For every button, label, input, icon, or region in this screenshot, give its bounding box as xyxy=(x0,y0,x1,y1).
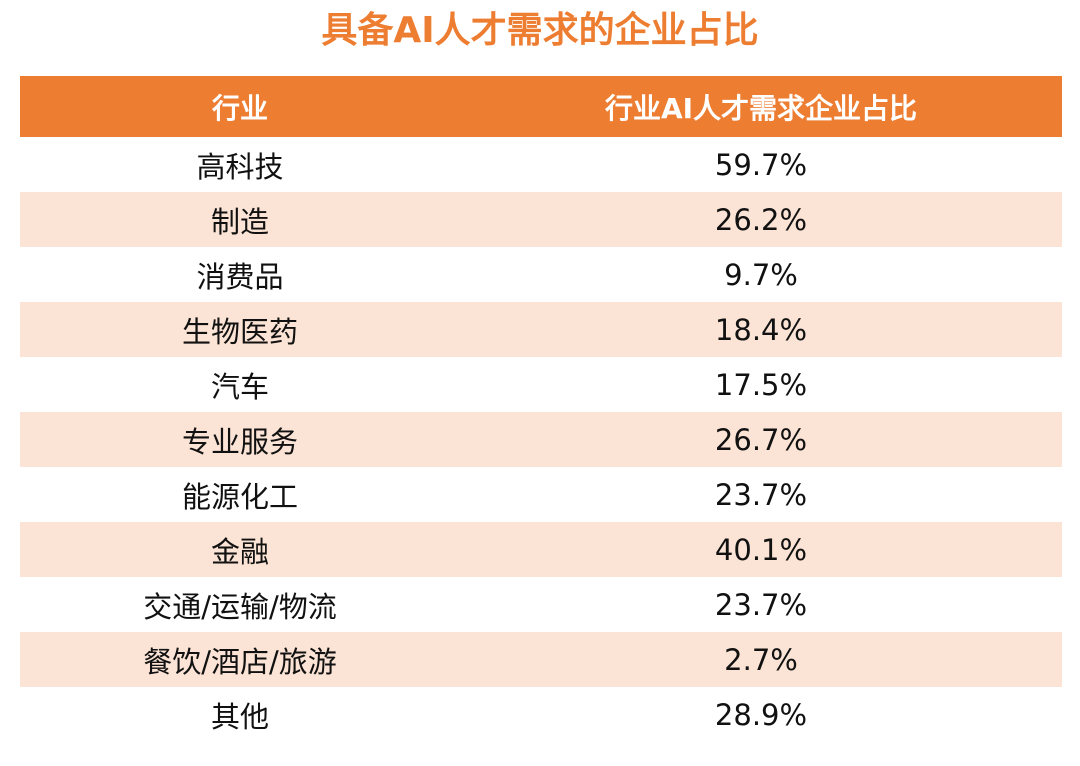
table-row: 生物医药 18.4% xyxy=(20,302,1062,357)
share-cell: 28.9% xyxy=(714,697,808,732)
share-cell: 26.2% xyxy=(714,202,808,237)
share-cell: 9.7% xyxy=(724,257,798,292)
table-row: 金融 40.1% xyxy=(20,522,1062,577)
industry-cell: 专业服务 xyxy=(181,424,298,459)
share-cell: 2.7% xyxy=(724,642,798,677)
table-row: 交通/运输/物流 23.7% xyxy=(20,577,1062,632)
table-row: 高科技 59.7% xyxy=(20,137,1062,192)
share-cell: 23.7% xyxy=(714,587,808,622)
table-row: 汽车 17.5% xyxy=(20,357,1062,412)
industry-cell: 其他 xyxy=(210,699,269,734)
industry-cell: 能源化工 xyxy=(181,479,298,514)
header-ai-demand-share: 行业AI人才需求企业占比 xyxy=(604,91,918,125)
industry-cell: 消费品 xyxy=(196,259,284,294)
table-row: 能源化工 23.7% xyxy=(20,467,1062,522)
share-cell: 40.1% xyxy=(714,532,808,567)
industry-cell: 金融 xyxy=(210,534,269,569)
industry-cell: 餐饮/酒店/旅游 xyxy=(143,644,337,679)
table-row: 其他 28.9% xyxy=(20,687,1062,742)
share-cell: 18.4% xyxy=(714,312,808,347)
share-cell: 17.5% xyxy=(714,367,808,402)
header-industry: 行业 xyxy=(211,91,268,125)
table-header: 行业 行业AI人才需求企业占比 xyxy=(20,76,1062,137)
industry-ai-demand-table: 行业 行业AI人才需求企业占比 高科技 59.7% 制造 26.2% 消费品 9… xyxy=(20,76,1062,742)
table-row: 制造 26.2% xyxy=(20,192,1062,247)
table-row: 餐饮/酒店/旅游 2.7% xyxy=(20,632,1062,687)
share-cell: 26.7% xyxy=(714,422,808,457)
industry-cell: 生物医药 xyxy=(181,314,298,349)
industry-cell: 交通/运输/物流 xyxy=(143,589,337,624)
industry-cell: 汽车 xyxy=(210,369,269,404)
industry-cell: 制造 xyxy=(210,204,269,239)
page-title: 具备AI人才需求的企业占比 xyxy=(321,10,759,51)
table-row: 专业服务 26.7% xyxy=(20,412,1062,467)
share-cell: 59.7% xyxy=(714,147,808,182)
industry-cell: 高科技 xyxy=(196,149,284,184)
table-row: 消费品 9.7% xyxy=(20,247,1062,302)
share-cell: 23.7% xyxy=(714,477,808,512)
